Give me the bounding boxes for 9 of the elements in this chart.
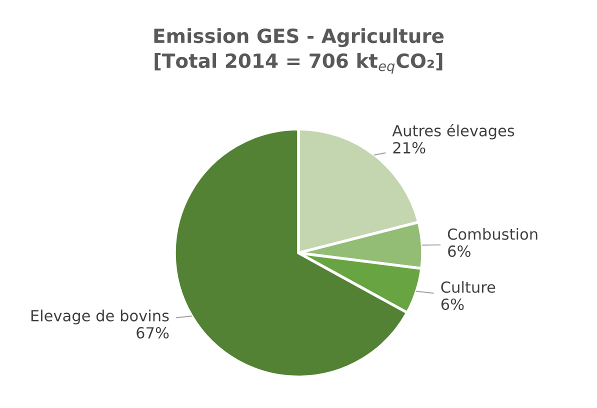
slice-label: Elevage de bovins	[31, 310, 169, 324]
slice-label: Autres élevages	[392, 124, 514, 140]
data-label: 21%	[393, 142, 426, 154]
data-label: 67%	[136, 327, 169, 339]
slice-label: Culture	[441, 281, 496, 293]
chart-title: Emission GES - Agriculture [Total 2014 = 706 kt$_{eq}$CO₂]	[154, 28, 444, 74]
data-label: 6%	[441, 298, 464, 310]
data-label: 6%	[448, 245, 470, 257]
slice-label: Combustion	[448, 228, 538, 240]
